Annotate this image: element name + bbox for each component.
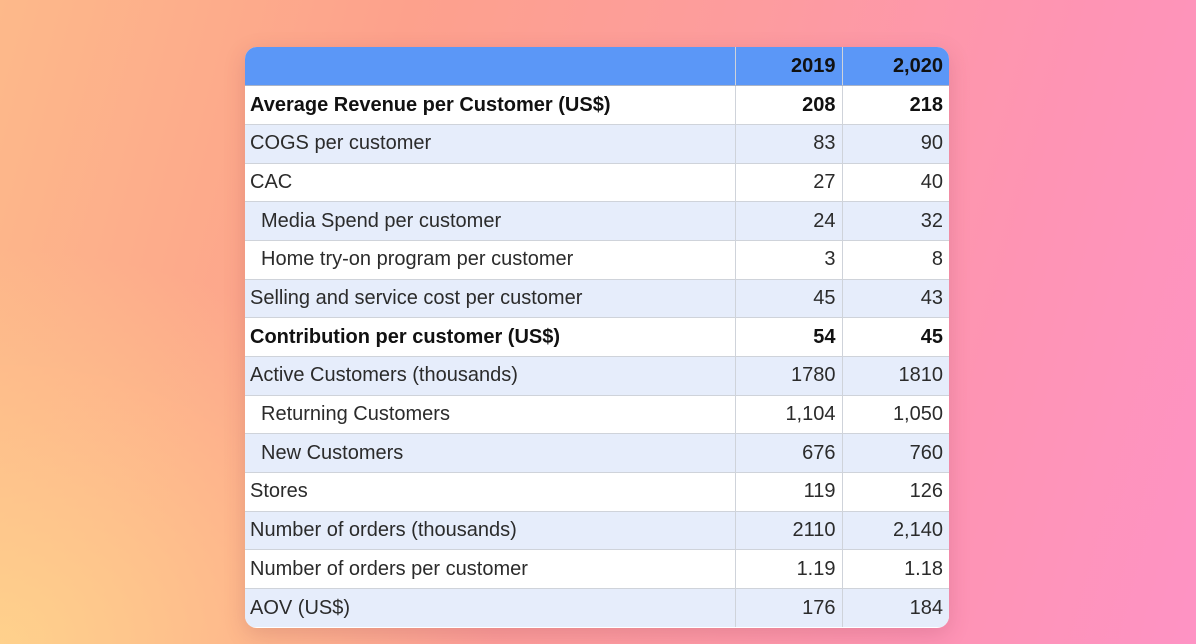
table-row: Number of orders (thousands) 2110 2,140 [245,511,949,551]
value-2019: 119 [735,472,843,512]
value-2019: 24 [735,201,843,241]
value-2020: 43 [842,279,949,319]
value-2020: 45 [842,317,949,357]
value-2020: 2,140 [842,511,949,551]
table-row: COGS per customer 83 90 [245,124,949,164]
row-label: AOV (US$) [245,588,736,628]
row-label: Active Customers (thousands) [245,356,736,396]
value-2020: 1810 [842,356,949,396]
value-2020: 218 [842,85,949,125]
table-row: Number of orders per customer 1.19 1.18 [245,549,949,590]
value-2020: 40 [842,163,949,203]
value-2019: 1780 [735,356,843,396]
row-label: New Customers [245,433,736,474]
row-label: Home try-on program per customer [245,240,736,280]
value-2019: 27 [735,163,843,203]
table-row: Media Spend per customer 24 32 [245,201,949,241]
value-2019: 676 [735,433,843,474]
table-row: Average Revenue per Customer (US$) 208 218 [245,85,949,125]
row-label: Number of orders (thousands) [245,511,736,551]
row-label: Number of orders per customer [245,549,736,590]
value-2019: 45 [735,279,843,319]
table-row: Active Customers (thousands) 1780 1810 [245,356,949,396]
table-row: New Customers 676 760 [245,433,949,474]
value-2020: 32 [842,201,949,241]
value-2020: 760 [842,433,949,474]
header-row: 2019 2,020 [245,47,949,87]
table-row: Stores 119 126 [245,472,949,512]
table-card: 2019 2,020 Average Revenue per Customer … [245,47,949,628]
table-row: CAC 27 40 [245,163,949,203]
table-row: Returning Customers 1,104 1,050 [245,395,949,435]
value-2019: 2110 [735,511,843,551]
table-row: Home try-on program per customer 3 8 [245,240,949,280]
row-label: Contribution per customer (US$) [245,317,736,357]
row-label: CAC [245,163,736,203]
value-2020: 184 [842,588,949,628]
metrics-table: 2019 2,020 Average Revenue per Customer … [245,47,949,628]
row-label: Average Revenue per Customer (US$) [245,85,736,125]
value-2020: 8 [842,240,949,280]
value-2019: 54 [735,317,843,357]
value-2019: 1.19 [735,549,843,590]
header-year-2020: 2,020 [842,47,949,87]
value-2019: 3 [735,240,843,280]
row-label: Selling and service cost per customer [245,279,736,319]
value-2020: 126 [842,472,949,512]
header-year-2019: 2019 [735,47,843,87]
value-2019: 1,104 [735,395,843,435]
header-label-cell [245,47,736,87]
value-2019: 83 [735,124,843,164]
table-row: Selling and service cost per customer 45 4… [245,279,949,319]
table-row: AOV (US$) 176 184 [245,588,949,628]
value-2019: 176 [735,588,843,628]
row-label: Returning Customers [245,395,736,435]
row-label: Media Spend per customer [245,201,736,241]
table-row: Contribution per customer (US$) 54 45 [245,317,949,357]
value-2019: 208 [735,85,843,125]
value-2020: 1.18 [842,549,949,590]
value-2020: 90 [842,124,949,164]
value-2020: 1,050 [842,395,949,435]
row-label: COGS per customer [245,124,736,164]
table-body: Average Revenue per Customer (US$) 208 218… [245,85,949,628]
row-label: Stores [245,472,736,512]
